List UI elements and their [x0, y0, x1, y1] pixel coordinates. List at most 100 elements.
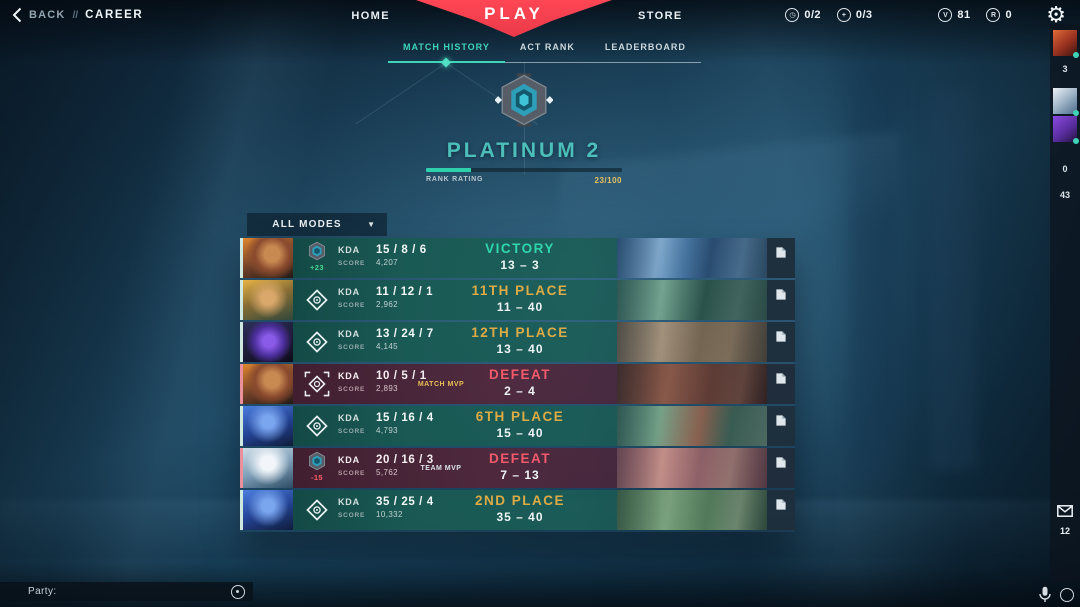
match-details-button[interactable] — [767, 364, 795, 404]
mvp-badge: TEAM MVP — [420, 465, 462, 472]
score-value: 4,793 — [376, 426, 399, 435]
microphone-icon[interactable] — [1039, 586, 1051, 603]
match-result: 11TH PLACE — [471, 283, 569, 298]
match-details-button[interactable] — [767, 322, 795, 362]
voice-channel-icon[interactable] — [1060, 587, 1074, 602]
nav-store[interactable]: STORE — [637, 10, 683, 22]
sidebar-card-thumbnail[interactable] — [1053, 116, 1079, 144]
match-details-icon — [776, 415, 786, 426]
match-row[interactable]: -15 KDA 20 / 16 / 3 SCORE 5,762 TEAM MVP… — [240, 448, 795, 488]
match-details-icon — [776, 373, 786, 384]
match-row[interactable]: KDA 11 / 12 / 1 SCORE 2,962 11TH PLACE 1… — [240, 280, 795, 320]
row-accent — [240, 364, 243, 404]
match-stats: KDA 11 / 12 / 1 SCORE 2,962 — [338, 286, 433, 309]
match-row[interactable]: KDA 35 / 25 / 4 SCORE 10,332 2ND PLACE 3… — [240, 490, 795, 530]
radianite-points: R 0 — [986, 8, 1012, 22]
nav-home[interactable]: HOME — [351, 10, 390, 22]
match-score: 13 – 3 — [500, 258, 540, 272]
match-result-block: 11TH PLACE 11 – 40 — [438, 283, 602, 314]
rank-rating-value: 23/100 — [594, 176, 622, 185]
map-thumbnail — [617, 448, 767, 488]
match-stats: KDA 10 / 5 / 1 SCORE 2,893 — [338, 370, 427, 393]
match-row[interactable]: KDA 15 / 16 / 4 SCORE 4,793 6TH PLACE 15… — [240, 406, 795, 446]
kda-value: 10 / 5 / 1 — [376, 370, 427, 382]
agent-portrait — [243, 448, 293, 488]
row-accent — [240, 448, 243, 488]
score-value: 2,893 — [376, 384, 399, 393]
match-score: 13 – 40 — [496, 342, 544, 356]
plus-icon: + — [836, 8, 851, 22]
settings-gear-icon[interactable]: ⚙ — [1046, 2, 1066, 27]
match-stats: KDA 20 / 16 / 3 SCORE 5,762 — [338, 454, 434, 477]
match-mode-cell — [296, 364, 338, 404]
match-result-block: DEFEAT 7 – 13 — [438, 451, 602, 482]
match-result-block: 6TH PLACE 15 – 40 — [438, 409, 602, 440]
match-result: 2ND PLACE — [474, 493, 565, 508]
match-score: 15 – 40 — [496, 426, 544, 440]
score-value: 4,145 — [376, 342, 399, 351]
match-row[interactable]: KDA 13 / 24 / 7 SCORE 4,145 12TH PLACE 1… — [240, 322, 795, 362]
match-result: DEFEAT — [489, 367, 551, 382]
match-row[interactable]: KDA 10 / 5 / 1 SCORE 2,893 MATCH MVP DEF… — [240, 364, 795, 404]
sidebar-count: 0 — [1062, 164, 1068, 174]
kda-value: 13 / 24 / 7 — [376, 328, 434, 340]
match-details-button[interactable] — [767, 490, 795, 530]
kda-value: 35 / 25 / 4 — [376, 496, 434, 508]
deathmatch-mode-icon — [306, 331, 328, 353]
match-score: 2 – 4 — [504, 384, 536, 398]
valorant-points-icon: V — [938, 8, 953, 22]
tab-match-history[interactable]: MATCH HISTORY — [388, 38, 505, 68]
party-visibility-icon[interactable] — [231, 584, 245, 599]
mode-filter-dropdown[interactable]: ALL MODES ▼ — [247, 213, 387, 236]
row-accent — [240, 238, 243, 278]
escalation-mode-icon — [304, 371, 330, 397]
back-chevron-icon — [12, 7, 22, 23]
main-nav: HOME PLAY STORE — [351, 0, 682, 37]
match-details-button[interactable] — [767, 238, 795, 278]
match-result-block: 12TH PLACE 13 – 40 — [438, 325, 602, 356]
match-details-button[interactable] — [767, 280, 795, 320]
rank-rating-fill — [426, 168, 472, 172]
match-details-icon — [776, 457, 786, 468]
currency-bar: ◷ 0/2 + 0/3 V 81 R 0 — [785, 8, 1012, 22]
background-pillar — [850, 60, 896, 480]
rank-emblem-icon — [495, 73, 553, 127]
match-result: VICTORY — [485, 241, 555, 256]
match-result: DEFEAT — [489, 451, 551, 466]
mode-filter-label: ALL MODES — [272, 219, 342, 230]
match-row[interactable]: +23 KDA 15 / 8 / 6 SCORE 4,207 VICTORY 1… — [240, 238, 795, 278]
tab-act-rank[interactable]: ACT RANK — [504, 38, 590, 63]
agent-portrait — [243, 490, 293, 530]
active-tab-marker — [441, 57, 452, 68]
match-mode-cell — [296, 406, 338, 446]
match-score: 7 – 13 — [500, 468, 540, 482]
deathmatch-mode-icon — [306, 415, 328, 437]
match-result-block: VICTORY 13 – 3 — [438, 241, 602, 272]
party-bar[interactable]: Party: — [0, 582, 253, 601]
kda-label: KDA — [338, 371, 360, 381]
score-label: SCORE — [338, 470, 366, 477]
match-details-button[interactable] — [767, 448, 795, 488]
breadcrumb-separator: // — [72, 9, 79, 21]
mail-icon — [1057, 505, 1073, 517]
agent-portrait — [243, 238, 293, 278]
nav-play-banner[interactable]: PLAY — [415, 0, 612, 37]
sidebar-card-thumbnail[interactable] — [1053, 88, 1079, 116]
agent-portrait — [243, 280, 293, 320]
kda-label: KDA — [338, 413, 360, 423]
sidebar-count: 43 — [1059, 190, 1070, 200]
kda-label: KDA — [338, 497, 360, 507]
kda-label: KDA — [338, 287, 360, 297]
mail-button[interactable]: 12 — [1050, 504, 1080, 536]
row-accent — [240, 322, 243, 362]
tab-leaderboard[interactable]: LEADERBOARD — [589, 38, 701, 63]
kda-label: KDA — [338, 455, 360, 465]
match-details-button[interactable] — [767, 406, 795, 446]
map-thumbnail — [617, 364, 767, 404]
sidebar-card-thumbnail[interactable] — [1053, 30, 1079, 58]
valorant-points: V 81 — [938, 8, 970, 22]
agent-portrait — [243, 406, 293, 446]
rank-rating-bar — [426, 168, 622, 172]
back-button[interactable]: BACK // CAREER — [12, 7, 143, 23]
